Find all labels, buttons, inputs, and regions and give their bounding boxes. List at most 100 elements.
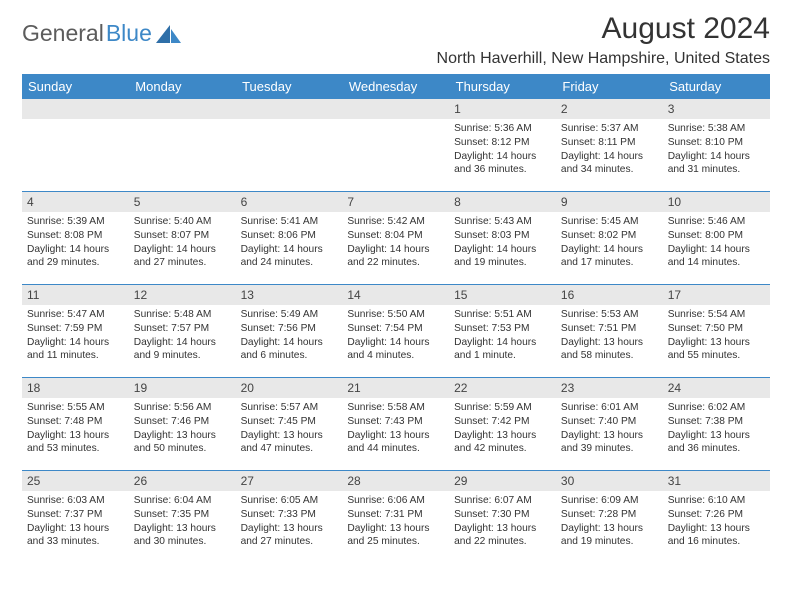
day-detail-line: Sunset: 8:03 PM — [454, 229, 551, 243]
calendar-row: 1Sunrise: 5:36 AMSunset: 8:12 PMDaylight… — [22, 99, 770, 192]
day-detail-line: Sunrise: 6:10 AM — [668, 494, 765, 508]
day-detail-line: Daylight: 14 hours — [454, 243, 551, 257]
day-number: 16 — [556, 285, 663, 305]
day-detail-line: Daylight: 13 hours — [668, 336, 765, 350]
calendar-cell: 17Sunrise: 5:54 AMSunset: 7:50 PMDayligh… — [663, 285, 770, 378]
day-details: Sunrise: 6:01 AMSunset: 7:40 PMDaylight:… — [556, 398, 663, 460]
calendar-cell: 26Sunrise: 6:04 AMSunset: 7:35 PMDayligh… — [129, 471, 236, 564]
day-detail-line: Daylight: 14 hours — [561, 150, 658, 164]
calendar-cell: 5Sunrise: 5:40 AMSunset: 8:07 PMDaylight… — [129, 192, 236, 285]
day-detail-line: Sunset: 7:43 PM — [347, 415, 444, 429]
day-detail-line: Sunset: 7:31 PM — [347, 508, 444, 522]
day-detail-line: Daylight: 14 hours — [241, 336, 338, 350]
day-number: 8 — [449, 192, 556, 212]
day-detail-line: and 22 minutes. — [347, 256, 444, 270]
logo-sail-icon — [156, 23, 182, 45]
calendar-cell: 2Sunrise: 5:37 AMSunset: 8:11 PMDaylight… — [556, 99, 663, 192]
day-detail-line: and 33 minutes. — [27, 535, 124, 549]
day-detail-line: Sunset: 7:38 PM — [668, 415, 765, 429]
day-detail-line: Sunset: 7:45 PM — [241, 415, 338, 429]
day-detail-line: Daylight: 13 hours — [134, 522, 231, 536]
day-details: Sunrise: 5:58 AMSunset: 7:43 PMDaylight:… — [342, 398, 449, 460]
day-detail-line: Sunset: 8:04 PM — [347, 229, 444, 243]
day-detail-line: and 9 minutes. — [134, 349, 231, 363]
day-detail-line: Sunset: 8:08 PM — [27, 229, 124, 243]
day-details: Sunrise: 5:48 AMSunset: 7:57 PMDaylight:… — [129, 305, 236, 367]
day-details: Sunrise: 5:41 AMSunset: 8:06 PMDaylight:… — [236, 212, 343, 274]
day-number: 21 — [342, 378, 449, 398]
day-detail-line: Daylight: 14 hours — [668, 150, 765, 164]
day-details: Sunrise: 6:09 AMSunset: 7:28 PMDaylight:… — [556, 491, 663, 553]
day-detail-line: Sunset: 7:50 PM — [668, 322, 765, 336]
day-detail-line: and 29 minutes. — [27, 256, 124, 270]
day-number — [342, 99, 449, 119]
day-detail-line: Sunrise: 6:06 AM — [347, 494, 444, 508]
calendar-cell: 28Sunrise: 6:06 AMSunset: 7:31 PMDayligh… — [342, 471, 449, 564]
day-detail-line: and 19 minutes. — [454, 256, 551, 270]
calendar-cell: 7Sunrise: 5:42 AMSunset: 8:04 PMDaylight… — [342, 192, 449, 285]
calendar-cell: 31Sunrise: 6:10 AMSunset: 7:26 PMDayligh… — [663, 471, 770, 564]
day-details: Sunrise: 5:57 AMSunset: 7:45 PMDaylight:… — [236, 398, 343, 460]
calendar-cell: 25Sunrise: 6:03 AMSunset: 7:37 PMDayligh… — [22, 471, 129, 564]
weekday-header: Thursday — [449, 74, 556, 99]
day-detail-line: and 27 minutes. — [241, 535, 338, 549]
day-detail-line: Sunset: 8:10 PM — [668, 136, 765, 150]
calendar: Sunday Monday Tuesday Wednesday Thursday… — [22, 74, 770, 563]
day-number: 18 — [22, 378, 129, 398]
day-number: 9 — [556, 192, 663, 212]
day-number: 15 — [449, 285, 556, 305]
day-detail-line: and 27 minutes. — [134, 256, 231, 270]
day-detail-line: Sunset: 8:06 PM — [241, 229, 338, 243]
calendar-cell: 14Sunrise: 5:50 AMSunset: 7:54 PMDayligh… — [342, 285, 449, 378]
day-details: Sunrise: 6:10 AMSunset: 7:26 PMDaylight:… — [663, 491, 770, 553]
day-detail-line: and 11 minutes. — [27, 349, 124, 363]
calendar-cell: 10Sunrise: 5:46 AMSunset: 8:00 PMDayligh… — [663, 192, 770, 285]
calendar-cell — [22, 99, 129, 192]
day-details: Sunrise: 6:03 AMSunset: 7:37 PMDaylight:… — [22, 491, 129, 553]
calendar-cell: 18Sunrise: 5:55 AMSunset: 7:48 PMDayligh… — [22, 378, 129, 471]
day-detail-line: and 22 minutes. — [454, 535, 551, 549]
day-detail-line: Daylight: 13 hours — [347, 429, 444, 443]
calendar-row: 25Sunrise: 6:03 AMSunset: 7:37 PMDayligh… — [22, 471, 770, 564]
day-number: 26 — [129, 471, 236, 491]
day-details: Sunrise: 5:38 AMSunset: 8:10 PMDaylight:… — [663, 119, 770, 181]
day-details: Sunrise: 5:49 AMSunset: 7:56 PMDaylight:… — [236, 305, 343, 367]
day-details: Sunrise: 5:55 AMSunset: 7:48 PMDaylight:… — [22, 398, 129, 460]
day-detail-line: and 16 minutes. — [668, 535, 765, 549]
day-number: 3 — [663, 99, 770, 119]
day-detail-line: and 1 minute. — [454, 349, 551, 363]
day-number: 11 — [22, 285, 129, 305]
day-detail-line: Daylight: 13 hours — [668, 429, 765, 443]
day-number — [22, 99, 129, 119]
day-number: 2 — [556, 99, 663, 119]
day-detail-line: Daylight: 14 hours — [454, 336, 551, 350]
day-detail-line: Sunrise: 5:54 AM — [668, 308, 765, 322]
day-detail-line: Daylight: 14 hours — [27, 243, 124, 257]
calendar-cell: 20Sunrise: 5:57 AMSunset: 7:45 PMDayligh… — [236, 378, 343, 471]
day-details: Sunrise: 6:07 AMSunset: 7:30 PMDaylight:… — [449, 491, 556, 553]
day-detail-line: Sunset: 8:00 PM — [668, 229, 765, 243]
day-detail-line: Daylight: 13 hours — [27, 522, 124, 536]
day-details: Sunrise: 5:43 AMSunset: 8:03 PMDaylight:… — [449, 212, 556, 274]
day-number: 28 — [342, 471, 449, 491]
calendar-cell — [129, 99, 236, 192]
calendar-cell: 22Sunrise: 5:59 AMSunset: 7:42 PMDayligh… — [449, 378, 556, 471]
day-detail-line: Sunrise: 5:38 AM — [668, 122, 765, 136]
day-detail-line: Daylight: 13 hours — [241, 522, 338, 536]
day-number: 12 — [129, 285, 236, 305]
day-detail-line: Daylight: 13 hours — [27, 429, 124, 443]
title-block: August 2024 North Haverhill, New Hampshi… — [437, 12, 770, 68]
day-detail-line: and 42 minutes. — [454, 442, 551, 456]
weekday-header: Saturday — [663, 74, 770, 99]
day-detail-line: Sunrise: 5:58 AM — [347, 401, 444, 415]
day-detail-line: and 6 minutes. — [241, 349, 338, 363]
day-detail-line: and 17 minutes. — [561, 256, 658, 270]
day-detail-line: Sunset: 7:54 PM — [347, 322, 444, 336]
day-detail-line: Sunrise: 5:55 AM — [27, 401, 124, 415]
day-detail-line: Sunrise: 6:07 AM — [454, 494, 551, 508]
day-detail-line: Sunrise: 5:51 AM — [454, 308, 551, 322]
day-detail-line: Sunrise: 6:04 AM — [134, 494, 231, 508]
day-details: Sunrise: 5:56 AMSunset: 7:46 PMDaylight:… — [129, 398, 236, 460]
day-details: Sunrise: 6:05 AMSunset: 7:33 PMDaylight:… — [236, 491, 343, 553]
day-detail-line: Sunset: 7:48 PM — [27, 415, 124, 429]
